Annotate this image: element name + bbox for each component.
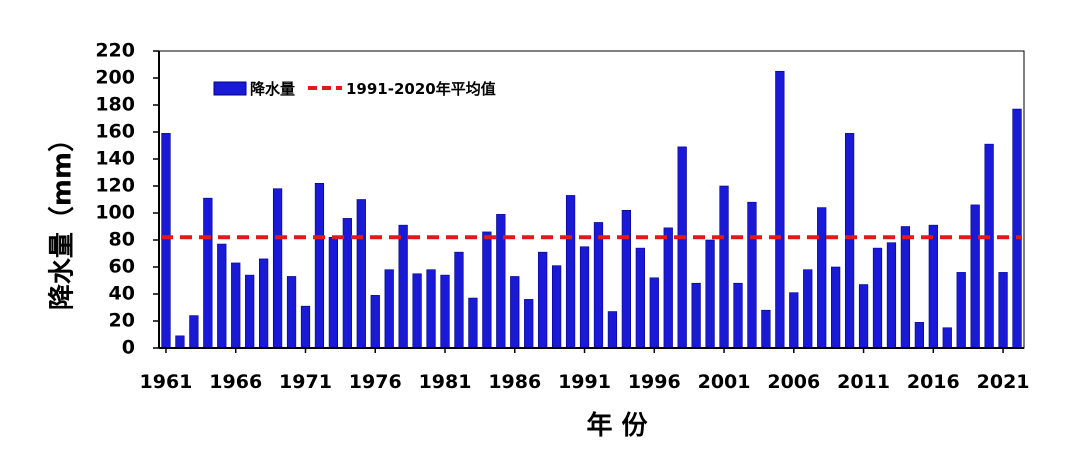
bar-1981 (440, 274, 450, 349)
legend-bar-label: 降水量 (250, 80, 295, 98)
bar-1975 (356, 199, 366, 349)
bar-1986 (510, 276, 520, 349)
x-axis-title: 年 份 (586, 410, 647, 441)
legend: 降水量 1991-2020年平均值 (213, 80, 496, 98)
bar-2006 (789, 292, 799, 349)
bar-1980 (426, 269, 436, 349)
bar-2001 (719, 185, 729, 349)
x-tick-label: 1991 (558, 371, 611, 393)
bar-1978 (398, 224, 408, 349)
y-tick-label: 180 (95, 94, 135, 116)
bar-1996 (649, 277, 659, 349)
y-tick-label: 200 (95, 67, 135, 89)
y-tick-label: 60 (109, 256, 135, 278)
bar-1974 (342, 218, 352, 349)
x-tick-label: 2021 (977, 371, 1030, 393)
x-tick-label: 1966 (209, 371, 262, 393)
bar-2017 (942, 327, 952, 349)
bar-1967 (245, 274, 255, 349)
bar-2019 (970, 204, 980, 349)
bar-1966 (231, 262, 241, 349)
bar-2022 (1012, 108, 1022, 349)
y-tick-label: 120 (95, 175, 135, 197)
x-tick-label: 1971 (279, 371, 332, 393)
x-tick-label: 1976 (349, 371, 402, 393)
bar-2007 (803, 269, 813, 349)
bar-1997 (663, 227, 673, 349)
y-axis-title: 降水量（mm） (48, 126, 78, 310)
legend-bar-swatch (213, 81, 247, 96)
bar-2000 (705, 239, 715, 349)
bar-1999 (691, 282, 701, 349)
bar-1988 (538, 251, 548, 349)
bar-2002 (733, 282, 743, 349)
bar-1989 (551, 265, 562, 349)
bar-1973 (328, 237, 339, 349)
bar-1995 (635, 247, 645, 349)
bar-2004 (761, 309, 771, 349)
bar-2003 (747, 201, 757, 349)
x-tick-label: 1986 (488, 371, 541, 393)
y-tick-label: 140 (95, 148, 135, 170)
bar-2005 (775, 70, 785, 349)
bar-1977 (384, 269, 394, 349)
bar-1964 (203, 197, 213, 349)
axes-group (153, 50, 1025, 353)
x-tick-label: 2001 (698, 371, 751, 393)
bar-2013 (886, 242, 897, 349)
bar-2014 (900, 226, 911, 349)
bar-1985 (496, 214, 506, 349)
bar-1998 (677, 146, 687, 349)
bar-1993 (607, 311, 618, 349)
bar-2015 (914, 322, 924, 349)
x-tick-labels: 1961 1966 1971 1976 1981 1986 1991 1996 2001 2006… (140, 371, 1030, 393)
bar-2016 (928, 224, 938, 349)
bar-1976 (370, 295, 380, 349)
bars-group (161, 70, 1022, 349)
y-tick-label: 20 (109, 310, 135, 332)
x-tick-label: 1981 (419, 371, 472, 393)
bar-2021 (998, 272, 1008, 349)
x-tick-label: 2016 (907, 371, 960, 393)
bar-1984 (482, 231, 492, 349)
x-tick-label: 2011 (837, 371, 890, 393)
bar-1983 (468, 297, 478, 349)
y-tick-label: 220 (95, 40, 135, 62)
y-tick-label: 40 (109, 283, 135, 305)
bar-1992 (593, 222, 604, 349)
bar-2008 (817, 207, 827, 349)
bar-2010 (844, 133, 855, 349)
bar-1965 (217, 243, 227, 349)
bar-1963 (189, 315, 199, 349)
x-tick-label: 1996 (628, 371, 681, 393)
x-tick-label: 2006 (767, 371, 820, 393)
bar-1968 (259, 258, 269, 349)
x-tick-label: 1961 (140, 371, 193, 393)
legend-line-label: 1991-2020年平均值 (346, 80, 496, 98)
y-tick-label: 80 (109, 229, 135, 251)
bar-2020 (984, 143, 994, 349)
bar-1982 (454, 251, 464, 349)
bar-2009 (831, 266, 841, 349)
bar-2018 (956, 272, 966, 349)
bar-1961 (161, 133, 171, 349)
y-tick-label: 0 (122, 337, 135, 359)
bar-1991 (579, 246, 590, 349)
bar-1990 (565, 195, 576, 349)
bar-1987 (524, 299, 534, 349)
bar-1962 (175, 335, 185, 349)
bar-2012 (872, 247, 883, 349)
y-tick-labels: 0 20 40 60 80 100 120 140 160 180 200 220 (95, 40, 135, 359)
bar-2011 (858, 284, 869, 349)
bar-1970 (286, 276, 297, 349)
bar-1969 (272, 188, 283, 349)
bar-1994 (621, 210, 631, 349)
bar-1979 (412, 273, 422, 349)
y-tick-label: 160 (95, 121, 135, 143)
bar-1971 (300, 305, 311, 349)
y-tick-label: 100 (95, 202, 135, 224)
bar-1972 (314, 183, 325, 349)
